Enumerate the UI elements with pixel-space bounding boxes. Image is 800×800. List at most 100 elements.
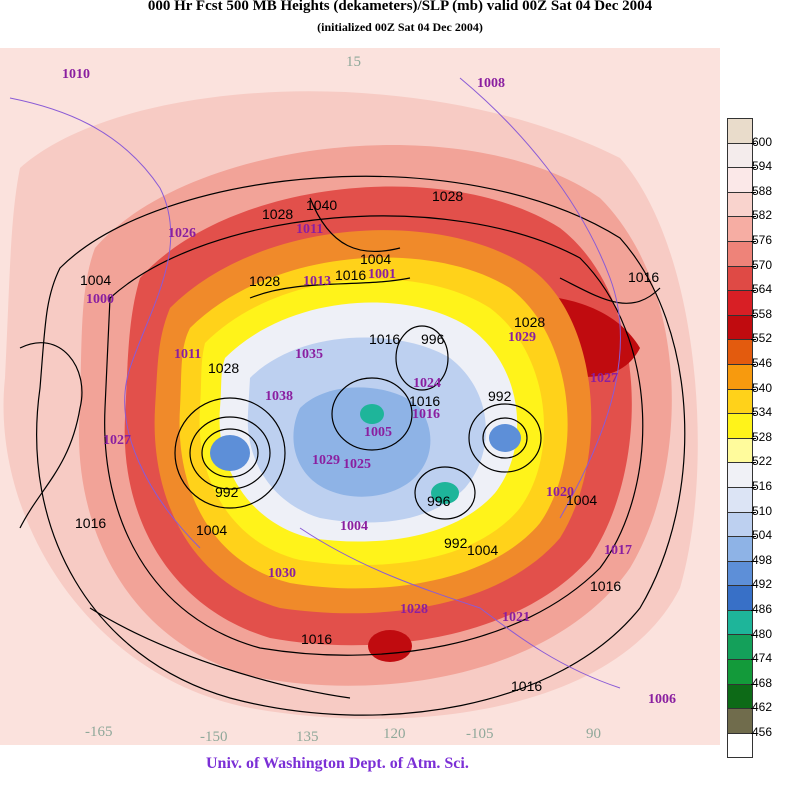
coastlines: [9, 77, 621, 689]
colorbar-swatch: [727, 241, 753, 267]
longitude-label: 15: [346, 54, 361, 70]
low-center-2: [431, 482, 459, 504]
colorbar-swatch: [727, 512, 753, 538]
slp-label: 1027: [590, 371, 618, 386]
colorbar-level-label: 474: [752, 651, 773, 666]
colorbar-swatch: [727, 537, 753, 562]
colorbar-swatch: [727, 586, 753, 611]
colorbar-tick: [751, 462, 756, 464]
height-label: 1016: [335, 267, 366, 283]
colorbar-swatch: [727, 168, 753, 193]
colorbar-tick: [751, 314, 756, 316]
colorbar-level-label: 546: [752, 356, 773, 370]
slp-label: 1029: [508, 330, 536, 345]
colorbar-level-label: 492: [752, 577, 773, 592]
colorbar-tick: [751, 339, 756, 341]
longitude-label: 90: [586, 726, 601, 742]
slp-label: 1029: [312, 453, 340, 468]
low-center-3: [210, 435, 250, 471]
colorbar-swatch: [727, 660, 753, 685]
height-label: 992: [215, 484, 239, 500]
slp-label: 1004: [340, 519, 368, 534]
colorbar-tick: [751, 265, 756, 267]
longitude-labels: 15 -165 -150 135 120 -105 90: [85, 54, 601, 745]
height-label: 992: [488, 388, 512, 404]
colorbar-level-label: 528: [752, 429, 773, 444]
colorbar-level-label: 516: [752, 479, 773, 493]
slp-label: 1035: [295, 347, 323, 362]
colorbar-tick: [751, 659, 756, 661]
height-labels: 1028 1040 1028 1004 1016 1028 1028 1004 …: [75, 188, 659, 694]
slp-label: 1008: [477, 76, 505, 91]
colorbar-swatch: [727, 684, 753, 710]
slp-label: 1006: [648, 692, 676, 707]
colorbar-level-label: 462: [752, 700, 773, 715]
height-fill-498: [293, 387, 431, 497]
height-label: 1016: [628, 269, 659, 285]
colorbar-swatch: [727, 364, 753, 390]
slp-label: 1038: [265, 389, 293, 404]
height-label: 1028: [208, 360, 239, 376]
colorbar-level-label: 534: [752, 405, 773, 420]
colorbar-tick: [751, 708, 756, 710]
height-label: 1016: [590, 578, 621, 594]
longitude-label: -165: [85, 724, 113, 740]
colorbar-level-label: 498: [752, 552, 773, 567]
slp-label: 1026: [168, 226, 196, 241]
height-label: 992: [444, 535, 468, 551]
colorbar-tick: [751, 241, 756, 242]
colorbar-level-label: 564: [752, 282, 773, 297]
height-label: 1004: [360, 251, 391, 267]
colorbar-swatch: [727, 709, 753, 734]
colorbar-swatch: [727, 561, 753, 587]
colorbar-swatch: [727, 414, 753, 439]
colorbar-swatch: [727, 340, 753, 365]
colorbar-swatch: [727, 143, 753, 169]
colorbar-tick: [751, 364, 756, 365]
colorbar-tick: [751, 536, 756, 538]
height-label: 1028: [514, 314, 545, 330]
slp-label: 1027: [103, 433, 131, 448]
height-label: 1016: [301, 631, 332, 647]
colorbar-level-label: 552: [752, 331, 773, 346]
colorbar-level-label: 504: [752, 528, 773, 543]
colorbar-swatch: [727, 291, 753, 316]
colorbar: [727, 118, 753, 759]
slp-label: 1011: [174, 347, 201, 362]
slp-label: 1011: [296, 222, 323, 237]
colorbar-swatch: [727, 610, 753, 636]
colorbar-level-label: 480: [752, 626, 773, 641]
colorbar-tick: [751, 437, 756, 439]
colorbar-swatch: [727, 315, 753, 341]
height-label: 1004: [196, 522, 227, 538]
colorbar-swatch: [727, 438, 753, 464]
height-label: 1028: [249, 273, 280, 289]
slp-label: 1028: [400, 602, 428, 617]
colorbar-level-label: 558: [752, 306, 773, 321]
colorbar-tick: [751, 290, 756, 292]
height-label: 1040: [306, 197, 337, 213]
slp-label: 1013: [303, 274, 331, 289]
colorbar-swatch: [727, 192, 753, 218]
colorbar-tick: [751, 142, 756, 144]
height-label: 1016: [511, 678, 542, 694]
colorbar-level-label: 600: [752, 134, 773, 149]
colorbar-swatch: [727, 118, 753, 144]
height-label: 1028: [432, 188, 463, 204]
slp-label: 1001: [368, 267, 396, 282]
colorbar-level-label: 456: [752, 725, 773, 739]
slp-label: 1016: [412, 407, 440, 422]
colorbar-level-label: 570: [752, 257, 773, 272]
longitude-label: -105: [466, 726, 494, 742]
height-label: 1004: [80, 272, 111, 288]
longitude-label: 120: [383, 726, 406, 742]
slp-label: 1020: [546, 485, 574, 500]
colorbar-swatch: [727, 217, 753, 242]
colorbar-swatch: [727, 389, 753, 415]
warm-spot: [368, 630, 412, 662]
slp-label: 1021: [502, 610, 530, 625]
colorbar-tick: [751, 733, 756, 734]
slp-label: 1005: [364, 425, 392, 440]
colorbar-swatch: [727, 733, 753, 759]
slp-label: 1024: [413, 376, 441, 391]
